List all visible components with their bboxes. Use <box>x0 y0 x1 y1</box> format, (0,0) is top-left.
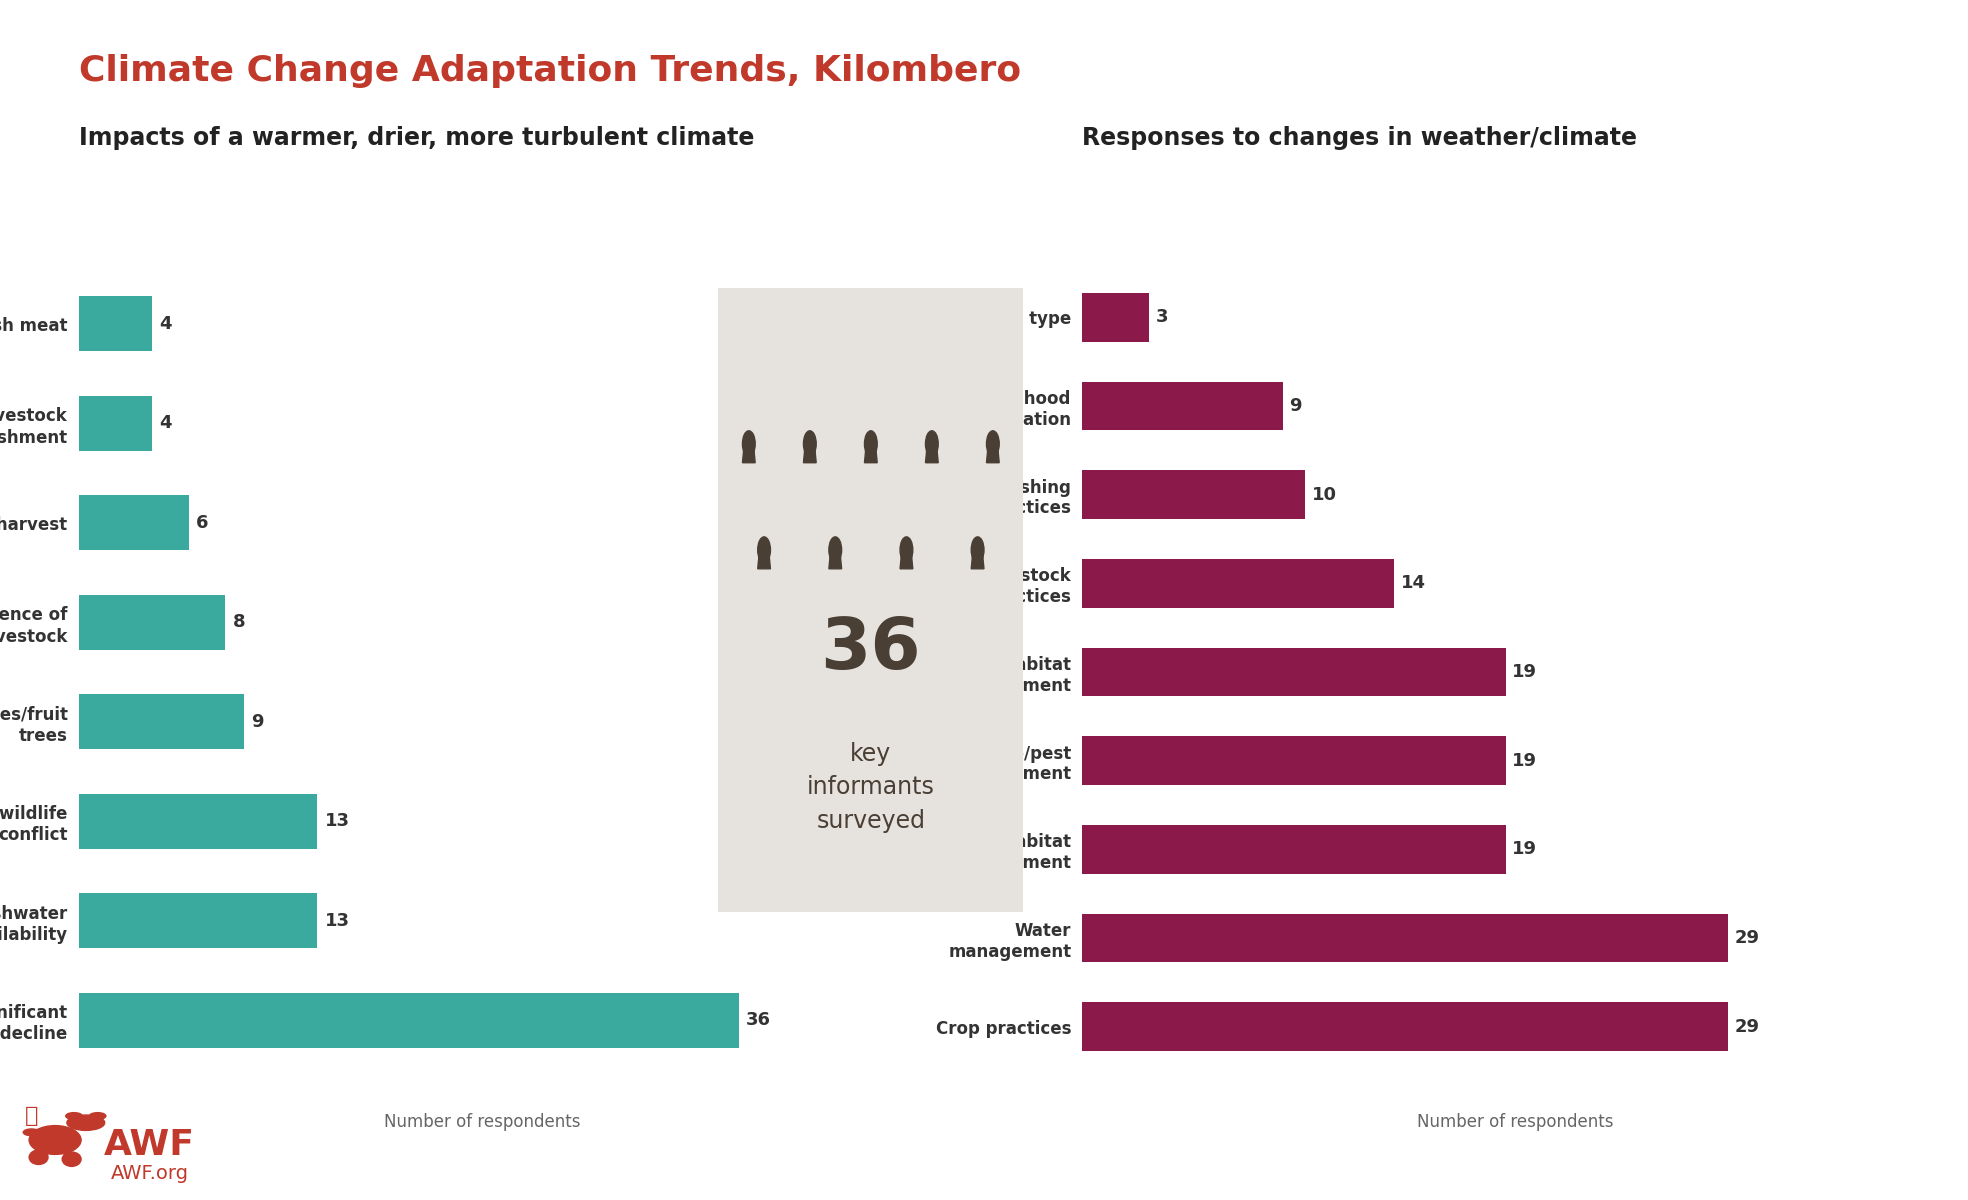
Bar <box>79 496 189 550</box>
Bar <box>1082 826 1506 874</box>
Polygon shape <box>803 445 817 463</box>
Bar <box>1082 1002 1728 1051</box>
Circle shape <box>758 536 769 563</box>
Text: 36: 36 <box>821 616 921 684</box>
Bar <box>1082 470 1305 518</box>
Bar <box>79 695 244 749</box>
Polygon shape <box>829 552 842 569</box>
Text: 10: 10 <box>1313 486 1336 504</box>
Circle shape <box>742 431 756 457</box>
Polygon shape <box>899 552 913 569</box>
Bar <box>1082 913 1728 962</box>
Bar <box>79 296 152 352</box>
Polygon shape <box>758 552 769 569</box>
Circle shape <box>925 431 939 457</box>
Bar <box>79 396 152 450</box>
Bar <box>1082 648 1506 696</box>
Text: 29: 29 <box>1736 929 1759 947</box>
Circle shape <box>67 1115 104 1130</box>
Text: 19: 19 <box>1511 840 1537 858</box>
Circle shape <box>65 1112 83 1120</box>
Circle shape <box>829 536 842 563</box>
Ellipse shape <box>30 1150 47 1164</box>
Ellipse shape <box>63 1152 81 1166</box>
Text: 19: 19 <box>1511 662 1537 680</box>
Text: Climate Change Adaptation Trends, Kilombero: Climate Change Adaptation Trends, Kilomb… <box>79 54 1021 88</box>
Polygon shape <box>864 445 878 463</box>
Circle shape <box>986 431 1000 457</box>
Text: 13: 13 <box>325 812 350 830</box>
Bar <box>79 595 226 649</box>
Bar <box>1082 382 1283 431</box>
Polygon shape <box>972 552 984 569</box>
Circle shape <box>899 536 913 563</box>
Text: 14: 14 <box>1401 575 1427 593</box>
Text: AWF.org: AWF.org <box>110 1164 189 1183</box>
Bar <box>1082 293 1149 342</box>
Text: 13: 13 <box>325 912 350 930</box>
Text: 4: 4 <box>159 414 171 432</box>
Ellipse shape <box>30 1126 81 1154</box>
Polygon shape <box>986 445 1000 463</box>
Circle shape <box>864 431 878 457</box>
Text: Responses to changes in weather/climate: Responses to changes in weather/climate <box>1082 126 1637 150</box>
Bar <box>1082 737 1506 785</box>
Text: key
informants
surveyed: key informants surveyed <box>807 742 935 833</box>
Text: Impacts of a warmer, drier, more turbulent climate: Impacts of a warmer, drier, more turbule… <box>79 126 754 150</box>
Circle shape <box>89 1112 106 1120</box>
Text: Number of respondents: Number of respondents <box>1417 1114 1614 1130</box>
Text: 3: 3 <box>1155 308 1169 326</box>
Text: 19: 19 <box>1511 751 1537 769</box>
FancyBboxPatch shape <box>708 269 1033 931</box>
Text: 29: 29 <box>1736 1018 1759 1036</box>
Circle shape <box>972 536 984 563</box>
Text: 36: 36 <box>746 1012 771 1030</box>
Polygon shape <box>925 445 939 463</box>
Circle shape <box>24 1129 39 1135</box>
Bar <box>1082 559 1393 607</box>
Polygon shape <box>742 445 756 463</box>
Text: 🐾: 🐾 <box>26 1106 37 1126</box>
Bar <box>79 992 738 1048</box>
Text: 6: 6 <box>197 514 209 532</box>
Text: AWF: AWF <box>104 1128 195 1162</box>
Text: 4: 4 <box>159 314 171 332</box>
Bar <box>79 794 317 848</box>
Text: Number of respondents: Number of respondents <box>384 1114 581 1130</box>
Circle shape <box>803 431 817 457</box>
Bar <box>79 894 317 948</box>
Text: 9: 9 <box>1289 397 1303 415</box>
Text: 9: 9 <box>252 713 264 731</box>
Text: 8: 8 <box>232 613 246 631</box>
